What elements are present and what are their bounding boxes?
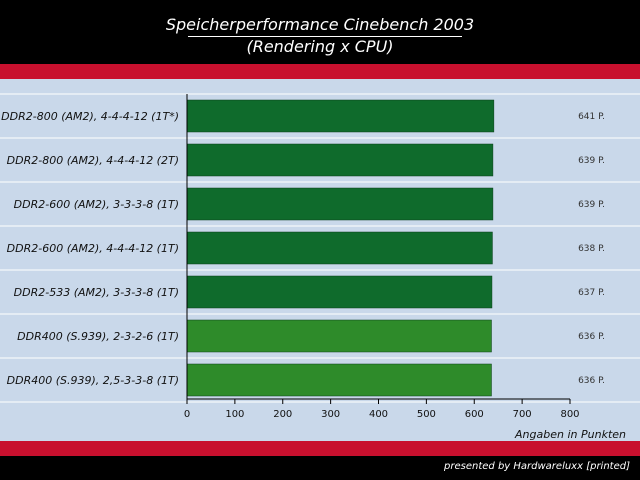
chart-subtitle: (Rendering x CPU) (246, 37, 394, 56)
x-tick-label: 100 (225, 409, 244, 420)
x-tick-label: 300 (321, 409, 340, 420)
bar (186, 143, 494, 177)
x-tick-label: 500 (417, 409, 436, 420)
x-tick-label: 0 (184, 409, 190, 420)
x-tick-label: 400 (369, 409, 388, 420)
x-tick-label: 700 (513, 409, 532, 420)
bar-chart: DDR2-800 (AM2), 4-4-4-12 (1T*) 641 P. DDR2… (0, 93, 640, 441)
category-label: DDR2-600 (AM2), 4-4-4-12 (1T) (7, 242, 179, 255)
category-label: DDR400 (S.939), 2,5-3-3-8 (1T) (7, 374, 179, 387)
bar (186, 99, 495, 133)
top-red-band (0, 64, 640, 79)
value-label: 638 P. (578, 244, 605, 254)
value-label: 636 P. (578, 332, 605, 342)
bars-group: DDR2-800 (AM2), 4-4-4-12 (1T*) 641 P. DDR2… (0, 93, 640, 403)
title-divider (188, 36, 462, 37)
value-label: 636 P. (578, 376, 605, 386)
bar (186, 275, 493, 309)
bar (186, 231, 493, 265)
footer: presented by Hardwareluxx [printed] (0, 456, 640, 480)
value-label: 637 P. (578, 288, 605, 298)
footer-credit: presented by Hardwareluxx [printed] (444, 461, 630, 472)
category-label: DDR2-600 (AM2), 3-3-3-8 (1T) (14, 198, 179, 211)
chart-header: Speicherperformance Cinebench 2003 (Rend… (0, 0, 640, 64)
bar (186, 187, 494, 221)
x-tick-label: 600 (465, 409, 484, 420)
x-axis-label: Angaben in Punkten (514, 428, 626, 441)
x-tick-label: 800 (560, 409, 579, 420)
category-label: DDR2-533 (AM2), 3-3-3-8 (1T) (14, 286, 179, 299)
bar (186, 319, 492, 353)
value-label: 639 P. (578, 200, 605, 210)
x-tick-label: 200 (273, 409, 292, 420)
x-axis: 0 100 200 300 400 500 600 700 800 (184, 94, 580, 420)
bottom-red-band (0, 441, 640, 456)
category-label: DDR400 (S.939), 2-3-2-6 (1T) (17, 330, 179, 343)
value-label: 639 P. (578, 156, 605, 166)
category-label: DDR2-800 (AM2), 4-4-4-12 (1T*) (1, 110, 179, 123)
category-label: DDR2-800 (AM2), 4-4-4-12 (2T) (7, 154, 179, 167)
bar (186, 363, 492, 397)
value-label: 641 P. (578, 112, 605, 122)
chart-title: Speicherperformance Cinebench 2003 (165, 15, 475, 34)
